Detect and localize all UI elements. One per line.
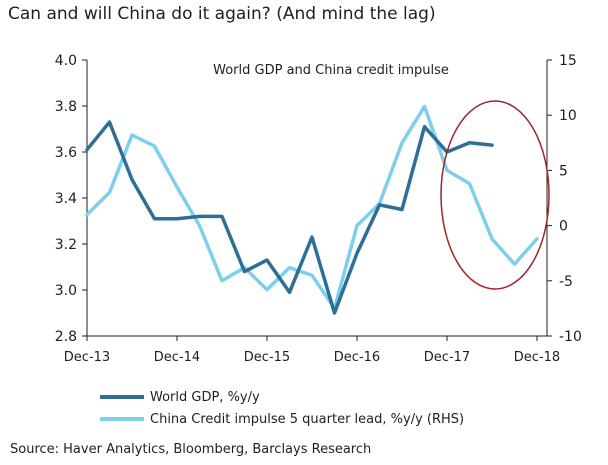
plot-frame <box>86 60 548 337</box>
series-credit-impulse <box>85 104 539 311</box>
left-tick-label: 2.8 <box>55 329 77 345</box>
right-tick-label: 5 <box>559 163 568 179</box>
highlight-ellipse <box>440 100 550 290</box>
series-layer <box>85 104 539 315</box>
chart-heading: Can and will China do it again? (And min… <box>8 4 436 24</box>
chart-svg: World GDP and China credit impulse 4.0 3.… <box>55 53 582 365</box>
right-axis: 15 10 5 0 -5 -10 <box>547 53 582 345</box>
legend-swatch-credit-impulse <box>100 417 144 421</box>
right-tick-label: 10 <box>559 108 577 124</box>
series-world-gdp <box>85 120 494 315</box>
x-tick-label: Dec-18 <box>514 350 560 365</box>
left-tick-label: 3.0 <box>55 283 77 299</box>
x-tick-label: Dec-14 <box>154 350 200 365</box>
right-tick-label: 0 <box>559 219 568 235</box>
annotation-layer <box>440 100 550 290</box>
legend-item-credit-impulse: China Credit impulse 5 quarter lead, %y/… <box>100 408 464 430</box>
x-tick-label: Dec-16 <box>334 350 380 365</box>
legend-label-credit-impulse: China Credit impulse 5 quarter lead, %y/… <box>150 411 465 427</box>
x-tick-label: Dec-15 <box>244 350 290 365</box>
left-tick-label: 3.8 <box>55 99 77 115</box>
right-tick-label: -5 <box>559 274 573 290</box>
legend: World GDP, %y/y China Credit impulse 5 q… <box>100 386 464 430</box>
chart-title: World GDP and China credit impulse <box>213 63 449 78</box>
x-axis: Dec-13 Dec-14 Dec-15 Dec-16 Dec-17 Dec-18 <box>64 336 560 365</box>
left-tick-label: 3.4 <box>55 191 77 207</box>
legend-swatch-world-gdp <box>100 395 144 399</box>
left-axis: 4.0 3.8 3.6 3.4 3.2 3.0 2.8 <box>55 53 87 345</box>
legend-item-world-gdp: World GDP, %y/y <box>100 386 464 408</box>
left-tick-label: 3.6 <box>55 145 77 161</box>
x-tick-label: Dec-17 <box>424 350 470 365</box>
right-tick-label: 15 <box>559 53 577 69</box>
left-tick-label: 4.0 <box>55 53 77 69</box>
legend-label-world-gdp: World GDP, %y/y <box>150 389 260 405</box>
source-note: Source: Haver Analytics, Bloomberg, Barc… <box>10 442 372 457</box>
x-tick-label: Dec-13 <box>64 350 110 365</box>
right-tick-label: -10 <box>559 329 582 345</box>
left-tick-label: 3.2 <box>55 237 77 253</box>
